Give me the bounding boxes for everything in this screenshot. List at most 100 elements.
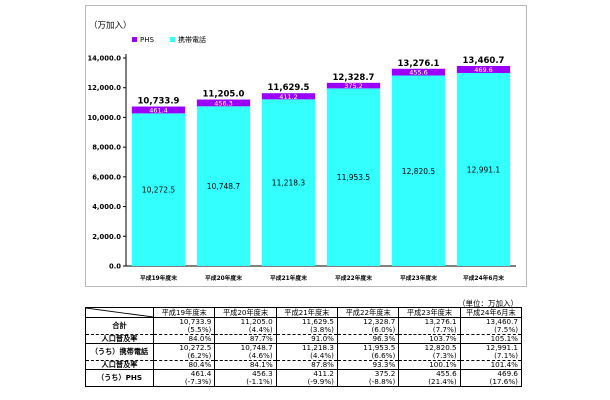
y-tick-label: 8,000.0 bbox=[92, 144, 121, 152]
bar-phs bbox=[326, 82, 381, 89]
x-tick-label: 平成23年度末 bbox=[400, 274, 437, 282]
cell-value: 10,733.9 bbox=[152, 317, 216, 326]
cell-growth: (17.6%) bbox=[459, 378, 523, 387]
cell-value: 10,748.7 bbox=[214, 343, 277, 352]
legend-swatch-mobile bbox=[170, 37, 175, 42]
cell-value: 469.6 bbox=[459, 369, 523, 378]
table-header-row: 平成19年度末 平成20年度末 平成21年度末 平成22年度末 平成23年度末 … bbox=[85, 307, 523, 318]
y-tick-label: 0.0 bbox=[109, 263, 121, 271]
cell-value: 12,820.5 bbox=[398, 343, 461, 352]
bar-mobile-label: 10,748.7 bbox=[207, 182, 241, 191]
cell-growth: (-1.1%) bbox=[214, 378, 277, 387]
cell-growth: (7.5%) bbox=[459, 326, 523, 335]
bar-phs bbox=[261, 93, 316, 100]
bar-total-label: 11,205.0 bbox=[203, 90, 245, 100]
bar-phs bbox=[456, 66, 511, 73]
cell-value: 11,953.5 bbox=[336, 343, 400, 352]
row-label-penetration: 人口普及率 bbox=[85, 334, 154, 344]
cell-growth: (4.6%) bbox=[214, 352, 277, 361]
cell-value: 80.4% bbox=[152, 360, 216, 370]
table-row-phs-growth: (-7.3%) (-1.1%) (-9.9%) (-8.8%) (21.4%) … bbox=[86, 378, 523, 387]
bar-total-label: 13,460.7 bbox=[463, 56, 505, 66]
cell-value: 87.7% bbox=[214, 334, 277, 344]
bar-phs-label: 469.6 bbox=[474, 66, 493, 74]
bar-phs-label: 375.2 bbox=[344, 82, 363, 90]
cell-growth: (5.5%) bbox=[152, 326, 216, 335]
cell-value: 96.3% bbox=[336, 334, 400, 344]
x-tick-label: 平成22年度末 bbox=[335, 274, 372, 282]
cell-growth: (-9.9%) bbox=[275, 378, 338, 387]
cell-value: 13,276.1 bbox=[398, 317, 461, 326]
cell-growth: (4.4%) bbox=[275, 352, 338, 361]
bar-total-label: 12,328.7 bbox=[333, 73, 375, 83]
y-tick-label: 10,000.0 bbox=[87, 114, 121, 122]
bar-phs bbox=[196, 99, 251, 107]
bar-total-label: 10,733.9 bbox=[138, 97, 180, 107]
cell-growth: (-7.3%) bbox=[152, 378, 216, 387]
table-header-cell: 平成22年度末 bbox=[336, 307, 400, 318]
bar-phs bbox=[131, 106, 186, 114]
y-tick-label: 2,000.0 bbox=[92, 233, 121, 241]
cell-growth: (6.6%) bbox=[336, 352, 400, 361]
table-header-cell: 平成23年度末 bbox=[398, 307, 461, 318]
legend-label-mobile: 携帯電話 bbox=[178, 35, 206, 44]
table-header-cell: 平成21年度末 bbox=[275, 307, 338, 318]
row-label-mobile: （うち）携帯電話 bbox=[85, 343, 154, 361]
subscriber-table: 平成19年度末 平成20年度末 平成21年度末 平成22年度末 平成23年度末 … bbox=[85, 307, 523, 387]
cell-value: 103.7% bbox=[398, 334, 461, 344]
cell-value: 13,460.7 bbox=[459, 317, 523, 326]
table-unit-label: （単位：万加入） bbox=[458, 299, 518, 308]
bar-mobile-label: 12,820.5 bbox=[402, 167, 436, 176]
cell-value: 10,272.5 bbox=[152, 343, 216, 352]
cell-growth: (21.4%) bbox=[398, 378, 461, 387]
legend-label-phs: PHS bbox=[140, 36, 154, 44]
cell-value: 375.2 bbox=[336, 369, 400, 378]
bar-mobile bbox=[391, 75, 446, 266]
cell-value: 455.6 bbox=[398, 369, 461, 378]
table-header-cell: 平成24年6月末 bbox=[459, 307, 523, 318]
table-row-mobile: （うち）携帯電話 10,272.5 10,748.7 11,218.3 11,9… bbox=[85, 343, 523, 361]
bar-mobile-label: 12,991.1 bbox=[467, 165, 501, 174]
bar-total-label: 11,629.5 bbox=[268, 83, 310, 93]
row-label-phs: （うち）PHS bbox=[85, 369, 154, 387]
legend-swatch-phs bbox=[132, 37, 137, 42]
cell-value: 93.3% bbox=[336, 360, 400, 370]
cell-value: 11,629.5 bbox=[275, 317, 338, 326]
cell-value: 411.2 bbox=[275, 369, 338, 378]
cell-value: 100.1% bbox=[398, 360, 461, 370]
y-unit-label: （万加入） bbox=[89, 20, 132, 31]
cell-value: 84.1% bbox=[214, 360, 277, 370]
cell-value: 461.4 bbox=[152, 369, 216, 378]
bar-phs-label: 411.2 bbox=[279, 93, 298, 101]
cell-growth: (6.0%) bbox=[336, 326, 400, 335]
table-row-total: 合計 10,733.9 11,205.0 11,629.5 12,328.7 1… bbox=[85, 317, 523, 335]
table-header-cell: 平成19年度末 bbox=[152, 307, 216, 318]
cell-growth: (7.1%) bbox=[459, 352, 523, 361]
bar-mobile bbox=[196, 106, 251, 267]
cell-growth: (3.8%) bbox=[275, 326, 338, 335]
bar-phs bbox=[391, 68, 446, 76]
bar-phs-label: 461.4 bbox=[149, 106, 168, 114]
table-corner-cell bbox=[85, 307, 154, 318]
table-row-penetration-total: 人口普及率 84.0% 87.7% 91.0% 96.3% 103.7% 105… bbox=[85, 334, 523, 344]
cell-value: 11,205.0 bbox=[214, 317, 277, 326]
bar-phs-label: 455.6 bbox=[409, 69, 428, 77]
x-tick-label: 平成20年度末 bbox=[205, 274, 242, 282]
bar-mobile bbox=[456, 72, 511, 266]
table-row-penetration-mobile: 人口普及率 80.4% 84.1% 87.8% 93.3% 100.1% 101… bbox=[85, 360, 523, 370]
cell-value: 91.0% bbox=[275, 334, 338, 344]
cell-value: 11,218.3 bbox=[275, 343, 338, 352]
stacked-bar-chart: （万加入） 0.0 2,000.0 4,000.0 6,000.0 8,000.0 10,0… bbox=[87, 20, 516, 282]
cell-growth: (4.4%) bbox=[214, 326, 277, 335]
cell-value: 87.8% bbox=[275, 360, 338, 370]
chart-frame: （万加入） 0.0 2,000.0 4,000.0 6,000.0 8,000.0 10,0… bbox=[85, 5, 527, 287]
cell-value: 456.3 bbox=[214, 369, 277, 378]
cell-value: 105.1% bbox=[459, 334, 523, 344]
bar-total-label: 13,276.1 bbox=[398, 59, 440, 69]
y-tick-label: 4,000.0 bbox=[92, 203, 121, 211]
cell-value: 101.4% bbox=[459, 360, 523, 370]
table-row-total-growth: (5.5%) (4.4%) (3.8%) (6.0%) (7.7%) (7.5%… bbox=[86, 326, 523, 335]
y-tick-label: 12,000.0 bbox=[87, 84, 121, 92]
cell-growth: (7.7%) bbox=[398, 326, 461, 335]
y-tick-label: 14,000.0 bbox=[87, 55, 121, 63]
